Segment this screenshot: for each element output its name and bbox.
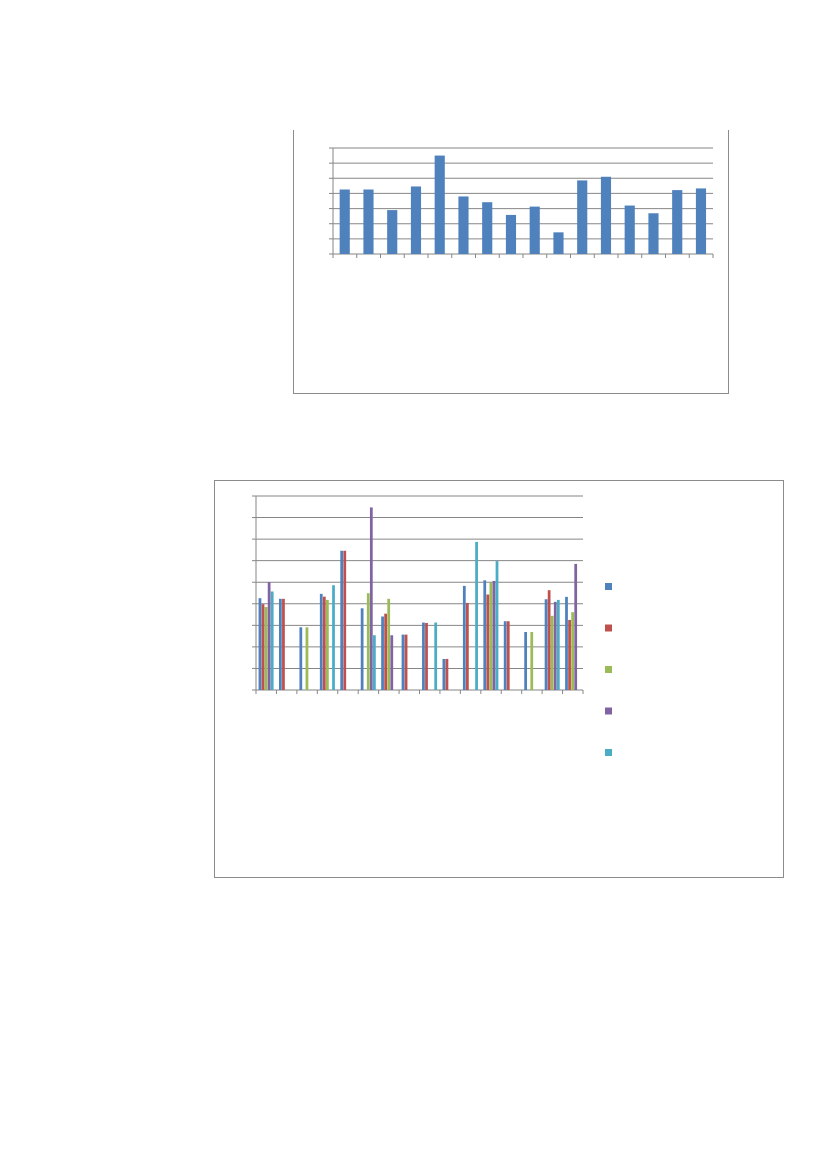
- chart-1-bar: [339, 189, 350, 254]
- chart-2-bar: [299, 627, 303, 690]
- chart-2-bar: [401, 634, 405, 690]
- chart-2-bar: [465, 602, 469, 690]
- chart-2-bar: [264, 607, 268, 690]
- chart-2-bar: [381, 616, 384, 690]
- chart-2-bar: [495, 561, 499, 690]
- chart-1-bar: [577, 180, 588, 254]
- chart-1-bar: [458, 196, 469, 254]
- chart-2-bar: [445, 658, 449, 690]
- chart-2-bar: [278, 598, 282, 690]
- chart-2-bar: [332, 585, 335, 690]
- chart-2-bar: [384, 613, 388, 690]
- chart-2-bar: [258, 598, 262, 690]
- chart-2-bar: [261, 604, 265, 690]
- chart-1-bar: [695, 188, 707, 254]
- chart-1-bar: [505, 214, 517, 254]
- chart-2-bar: [568, 619, 571, 690]
- chart-2-bar: [475, 541, 478, 690]
- chart-1-bar: [410, 186, 422, 254]
- chart-2-bar: [387, 598, 391, 690]
- chart-2-legend-marker: [605, 583, 612, 590]
- chart-2-bar: [267, 582, 271, 690]
- chart-2-bar: [486, 594, 490, 690]
- chart-2-legend-marker: [605, 707, 612, 715]
- chart-2-bar: [340, 550, 344, 690]
- chart-2-legend-marker: [605, 749, 612, 756]
- chart-1-frame: [293, 130, 729, 394]
- chart-2-bar: [503, 621, 507, 690]
- chart-2-bar: [373, 635, 376, 690]
- chart-2-bar: [553, 601, 557, 690]
- chart-2-bar: [489, 582, 493, 690]
- chart-1-bar: [553, 232, 564, 254]
- chart-2-frame: [214, 480, 784, 878]
- chart-2-bar: [530, 632, 534, 690]
- chart-2-bar: [322, 596, 326, 690]
- chart-1-bar: [600, 176, 612, 254]
- chart-1-bar: [672, 190, 683, 254]
- chart-2-bar: [305, 627, 309, 690]
- chart-2-bar: [425, 622, 428, 690]
- chart-2-bar: [422, 622, 425, 690]
- chart-2-legend-marker: [605, 624, 612, 632]
- chart-2-bar: [343, 550, 347, 690]
- chart-2-bar: [565, 596, 568, 690]
- chart-2-bar: [574, 563, 578, 690]
- chart-2-bar: [434, 622, 438, 690]
- chart-2-bar: [442, 658, 446, 690]
- chart-1-bar: [529, 206, 540, 254]
- chart-2-bar: [404, 634, 408, 690]
- chart-2-bar: [492, 580, 496, 690]
- chart-2-bar: [506, 621, 510, 690]
- chart-1-bar: [363, 189, 374, 254]
- chart-2-legend-marker: [605, 666, 612, 673]
- chart-2-bar: [524, 632, 528, 690]
- chart-2-bar: [319, 593, 323, 690]
- chart-1-bar: [648, 213, 659, 254]
- chart-2-bar: [369, 507, 373, 690]
- chart-1-bar: [482, 202, 493, 254]
- chart-2-bar: [483, 580, 487, 690]
- chart-2-bar: [547, 590, 551, 690]
- chart-2-bar: [571, 612, 575, 690]
- chart-2-bar: [360, 608, 364, 690]
- chart-2-bar: [325, 599, 329, 690]
- chart-2-bar: [550, 615, 554, 690]
- chart-2-bar: [270, 591, 274, 690]
- chart-2-bar: [390, 635, 394, 690]
- chart-2-bar: [462, 585, 466, 690]
- chart-2-bar: [282, 598, 285, 690]
- chart-1-bar: [387, 210, 398, 254]
- chart-2-bar: [366, 593, 370, 690]
- chart-1-bar: [624, 205, 635, 254]
- chart-2-bar: [556, 599, 560, 690]
- chart-1-bar: [434, 155, 445, 254]
- chart-2-bar: [544, 599, 548, 690]
